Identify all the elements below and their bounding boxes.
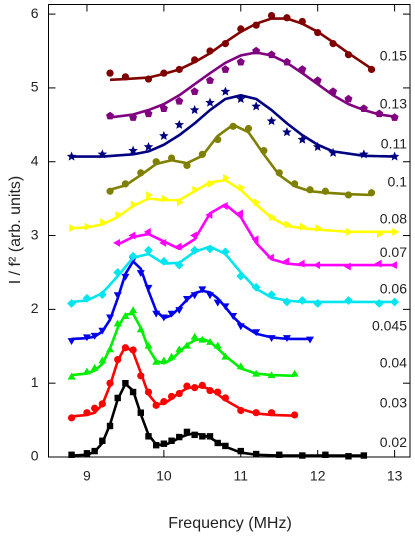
series-label: 0.11	[381, 135, 407, 151]
fit-line	[109, 123, 372, 197]
marker	[205, 97, 215, 107]
y-tick-label: 1	[31, 374, 39, 390]
series-label: 0.04	[380, 355, 407, 371]
fit-line	[71, 178, 395, 234]
marker	[344, 296, 353, 305]
marker	[312, 141, 323, 152]
marker	[199, 433, 206, 440]
marker	[266, 116, 277, 126]
y-tick-label: 6	[31, 5, 39, 21]
series-label: 0.06	[380, 281, 407, 297]
marker	[129, 306, 138, 314]
series-label: 0.1	[388, 174, 408, 190]
marker	[374, 299, 384, 308]
marker	[206, 433, 214, 440]
y-axis-label: I / f² (arb. units)	[7, 176, 24, 284]
marker	[221, 247, 230, 257]
marker	[83, 450, 91, 457]
marker	[313, 299, 323, 308]
fit-line	[71, 245, 395, 304]
marker	[343, 262, 351, 271]
y-tick-label: 5	[31, 79, 39, 95]
marker	[159, 130, 169, 140]
marker	[282, 297, 292, 307]
x-tick-label: 11	[234, 468, 249, 484]
fit-line	[71, 94, 395, 158]
marker	[191, 431, 198, 439]
marker	[344, 94, 353, 103]
fit-line	[71, 382, 364, 457]
marker	[282, 127, 292, 137]
marker	[175, 97, 184, 105]
marker	[161, 194, 169, 203]
series-label: 0.03	[380, 394, 407, 410]
marker	[374, 259, 382, 268]
marker	[106, 69, 114, 77]
marker	[251, 101, 261, 111]
marker	[128, 145, 138, 155]
marker	[160, 440, 168, 447]
marker	[183, 428, 191, 436]
marker	[190, 245, 200, 255]
marker	[297, 134, 308, 144]
marker	[189, 105, 200, 115]
x-axis-label: Frequency (MHz)	[168, 515, 292, 532]
marker	[237, 447, 244, 455]
x-tick-label: 9	[83, 468, 91, 484]
marker	[174, 119, 185, 129]
marker	[220, 86, 231, 96]
x-tick-label: 10	[156, 468, 172, 484]
series-label: 0.15	[380, 47, 407, 63]
marker	[206, 76, 215, 84]
fit-line	[109, 51, 395, 119]
fit-line	[117, 203, 395, 267]
fit-line	[71, 312, 295, 378]
y-tick-label: 4	[31, 152, 39, 168]
fit-line	[71, 344, 295, 418]
series-label: 0.13	[380, 95, 407, 111]
y-tick-label: 0	[31, 448, 39, 464]
marker	[236, 209, 244, 218]
x-tick-label: 13	[387, 468, 403, 484]
x-tick-label: 12	[310, 468, 326, 484]
marker	[146, 190, 154, 199]
marker	[360, 452, 368, 459]
marker	[221, 65, 230, 73]
marker	[236, 93, 246, 104]
series-label: 0.07	[380, 244, 407, 260]
marker	[144, 245, 153, 255]
series-label: 0.02	[380, 434, 407, 450]
fit-line	[109, 17, 373, 82]
marker	[236, 57, 245, 66]
marker	[190, 332, 199, 340]
marker	[143, 141, 154, 152]
marker	[159, 256, 169, 266]
y-tick-label: 3	[31, 226, 39, 242]
marker	[392, 227, 400, 236]
fit-line	[71, 260, 311, 341]
marker	[67, 372, 76, 380]
series-label: 0.045	[372, 318, 407, 334]
marker	[190, 87, 199, 95]
plot-frame	[48, 4, 411, 458]
series-label: 0.08	[380, 211, 407, 227]
y-tick-label: 2	[31, 300, 39, 316]
